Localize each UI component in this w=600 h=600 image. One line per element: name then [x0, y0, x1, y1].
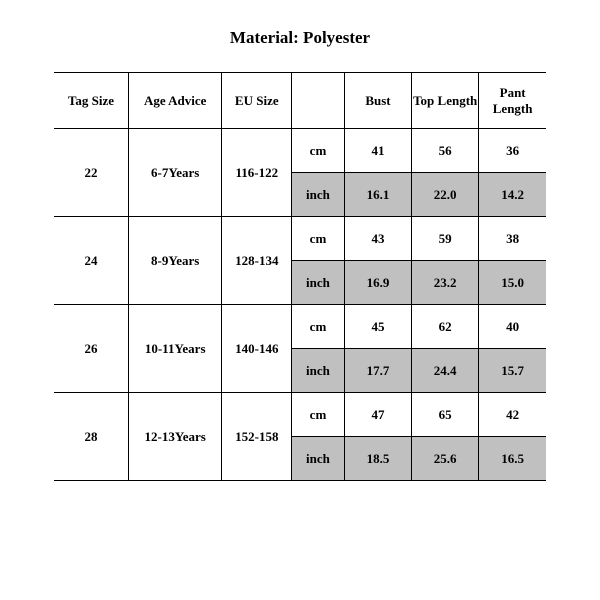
col-bust: Bust — [344, 73, 411, 129]
cell-pant-inch: 14.2 — [479, 173, 546, 217]
cell-bust-inch: 17.7 — [344, 349, 411, 393]
cell-bust-inch: 16.1 — [344, 173, 411, 217]
cell-unit-inch: inch — [292, 173, 345, 217]
table-row: 248-9Years128-134cm435938 — [54, 217, 546, 261]
col-age-advice: Age Advice — [128, 73, 222, 129]
cell-top-cm: 62 — [412, 305, 479, 349]
col-tag-size: Tag Size — [54, 73, 128, 129]
cell-unit-cm: cm — [292, 305, 345, 349]
cell-top-inch: 25.6 — [412, 437, 479, 481]
size-table: Tag Size Age Advice EU Size Bust Top Len… — [54, 72, 546, 481]
cell-top-inch: 24.4 — [412, 349, 479, 393]
cell-bust-cm: 47 — [344, 393, 411, 437]
cell-top-inch: 22.0 — [412, 173, 479, 217]
cell-bust-cm: 45 — [344, 305, 411, 349]
col-top-length: Top Length — [412, 73, 479, 129]
cell-tag-size: 22 — [54, 129, 128, 217]
cell-bust-cm: 41 — [344, 129, 411, 173]
col-unit — [292, 73, 345, 129]
col-pant-length: Pant Length — [479, 73, 546, 129]
table-row: 226-7Years116-122cm415636 — [54, 129, 546, 173]
cell-pant-cm: 42 — [479, 393, 546, 437]
cell-bust-inch: 18.5 — [344, 437, 411, 481]
cell-pant-inch: 15.7 — [479, 349, 546, 393]
cell-eu-size: 140-146 — [222, 305, 292, 393]
cell-pant-cm: 36 — [479, 129, 546, 173]
cell-pant-inch: 16.5 — [479, 437, 546, 481]
cell-top-cm: 59 — [412, 217, 479, 261]
table-row: 2812-13Years152-158cm476542 — [54, 393, 546, 437]
cell-top-cm: 56 — [412, 129, 479, 173]
cell-eu-size: 116-122 — [222, 129, 292, 217]
cell-tag-size: 24 — [54, 217, 128, 305]
cell-unit-cm: cm — [292, 393, 345, 437]
cell-bust-inch: 16.9 — [344, 261, 411, 305]
cell-bust-cm: 43 — [344, 217, 411, 261]
header-row: Tag Size Age Advice EU Size Bust Top Len… — [54, 73, 546, 129]
cell-unit-inch: inch — [292, 437, 345, 481]
table-row: 2610-11Years140-146cm456240 — [54, 305, 546, 349]
cell-unit-cm: cm — [292, 217, 345, 261]
cell-top-inch: 23.2 — [412, 261, 479, 305]
cell-pant-inch: 15.0 — [479, 261, 546, 305]
cell-pant-cm: 38 — [479, 217, 546, 261]
col-eu-size: EU Size — [222, 73, 292, 129]
cell-pant-cm: 40 — [479, 305, 546, 349]
cell-age-advice: 12-13Years — [128, 393, 222, 481]
cell-age-advice: 8-9Years — [128, 217, 222, 305]
cell-top-cm: 65 — [412, 393, 479, 437]
cell-age-advice: 10-11Years — [128, 305, 222, 393]
cell-unit-inch: inch — [292, 261, 345, 305]
cell-unit-cm: cm — [292, 129, 345, 173]
cell-eu-size: 152-158 — [222, 393, 292, 481]
cell-unit-inch: inch — [292, 349, 345, 393]
cell-tag-size: 28 — [54, 393, 128, 481]
cell-age-advice: 6-7Years — [128, 129, 222, 217]
cell-tag-size: 26 — [54, 305, 128, 393]
cell-eu-size: 128-134 — [222, 217, 292, 305]
material-title: Material: Polyester — [54, 28, 546, 48]
